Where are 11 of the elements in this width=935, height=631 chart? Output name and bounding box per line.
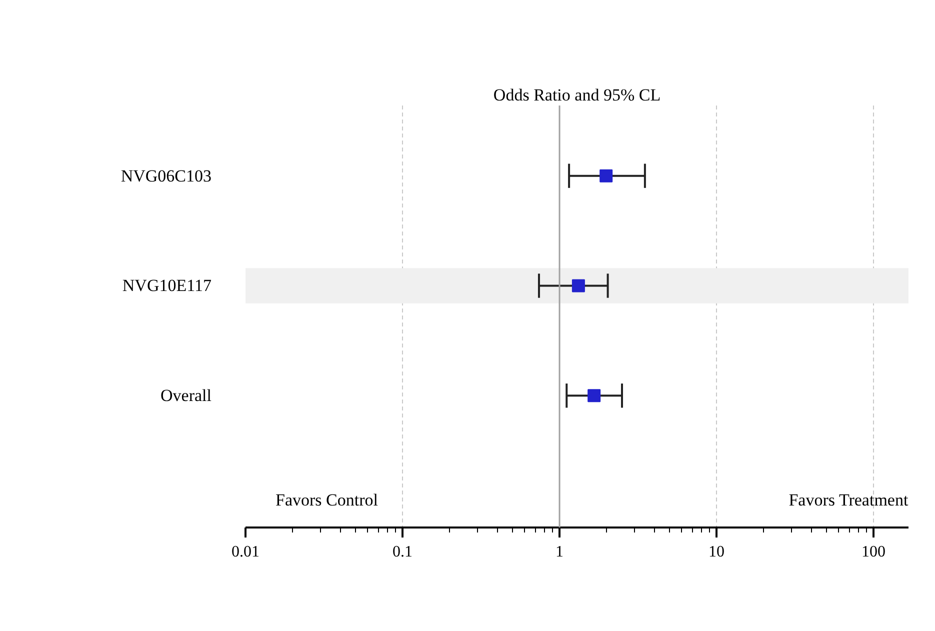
annotation: Favors Control bbox=[276, 490, 378, 510]
chart-title: Odds Ratio and 95% CL bbox=[493, 86, 661, 104]
x-tick-label: 100 bbox=[862, 544, 886, 560]
x-tick-label: 0.1 bbox=[392, 544, 413, 560]
annotation: Favors Treatment bbox=[788, 490, 908, 510]
x-tick-label: 1 bbox=[556, 544, 564, 560]
x-tick-label: 0.01 bbox=[232, 544, 260, 560]
y-tick-label: NVG06C103 bbox=[120, 166, 212, 186]
y-tick-label: Overall bbox=[160, 386, 212, 406]
y-tick-label: NVG10E117 bbox=[122, 276, 212, 296]
x-tick-label: 10 bbox=[708, 544, 725, 560]
